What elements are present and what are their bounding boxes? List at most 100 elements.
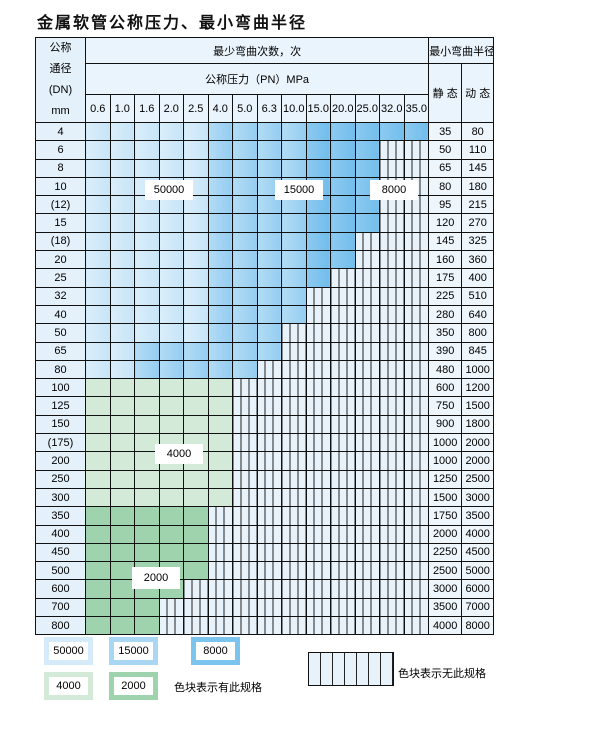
no-spec-cell [330,378,356,398]
dn-cell: 500 [35,561,86,581]
no-spec-cell [379,323,405,343]
no-spec-cell [256,378,282,398]
no-spec-cell [281,487,307,508]
table-row: 50 350 800 [35,323,495,343]
static-header: 静 态 [428,63,463,123]
spec-cell [281,268,307,288]
table-row: 6 50 110 [35,140,495,160]
spec-cell [109,579,135,599]
no-spec-cell [281,469,307,489]
static-radius-cell: 145 [428,231,463,252]
spec-cell [85,341,111,361]
no-spec-cell [281,433,307,453]
no-spec-cell [354,469,380,489]
spec-cell [305,213,331,233]
spec-cell [158,250,184,270]
dynamic-radius-cell: 2000 [461,451,495,471]
spec-cell [85,359,111,380]
no-spec-cell [281,579,307,599]
dynamic-radius-cell: 400 [461,268,495,288]
table-row: 250 1250 2500 [35,469,495,489]
spec-cell [207,121,233,142]
no-spec-cell [330,524,356,544]
no-spec-cell [232,542,258,563]
dn-cell: (12) [35,195,86,215]
no-spec-cell [403,213,430,233]
spec-cell [379,121,405,142]
no-spec-cell [403,140,430,160]
table-row: 32 225 510 [35,286,495,306]
pressure-col-header: 1.6 [134,94,160,123]
static-radius-cell: 175 [428,268,463,288]
no-spec-cell [330,304,356,325]
static-radius-cell: 1000 [428,433,463,453]
legend-no-spec-swatch [308,652,394,686]
no-spec-cell [232,396,258,416]
no-spec-cell [305,597,331,618]
spec-cell [85,542,111,563]
legend-has-spec: 色块表示有此规格 [174,682,262,694]
spec-cell [183,506,209,526]
spec-cell [256,195,282,215]
legend-no-spec: 色块表示无此规格 [398,668,486,680]
no-spec-cell [232,561,258,581]
no-spec-cell [281,597,307,618]
static-radius-cell: 95 [428,195,463,215]
spec-cell [109,286,135,306]
spec-cell [109,359,135,380]
pressure-col-header: 5.0 [232,94,258,123]
dn-header-line: 通径 [49,63,72,75]
dynamic-radius-cell: 640 [461,304,495,325]
spec-cell [134,158,160,178]
spec-cell [109,176,135,197]
dn-header-line: (DN) [48,84,73,96]
no-spec-cell [354,250,380,270]
spec-cell [109,469,135,489]
pressure-col-header: 15.0 [305,94,331,123]
no-spec-cell [330,469,356,489]
no-spec-cell [256,561,282,581]
spec-cell [330,195,356,215]
no-spec-cell [305,359,331,380]
no-spec-cell [305,396,331,416]
no-spec-cell [403,286,430,306]
spec-cell [207,341,233,361]
spec-cell [232,121,258,142]
dn-cell: 4 [35,121,86,142]
legend-4000: 4000 [44,672,93,700]
spec-cell [183,158,209,178]
spec-cell [183,250,209,270]
spec-cell [134,597,160,618]
pressure-col-header: 2.5 [183,94,209,123]
spec-cell [85,487,111,508]
spec-cell [134,433,160,453]
static-radius-cell: 1750 [428,506,463,526]
table-row: 500 2500 5000 [35,561,495,581]
dynamic-radius-cell: 80 [461,121,495,142]
dynamic-radius-cell: 145 [461,158,495,178]
no-spec-cell [207,524,233,544]
spec-cell [85,561,111,581]
spec-cell [207,268,233,288]
spec-cell [158,542,184,563]
spec-cell [134,616,160,636]
spec-cell [256,304,282,325]
no-spec-cell [281,378,307,398]
no-spec-cell [379,487,405,508]
spec-cell [134,268,160,288]
no-spec-cell [207,616,233,636]
dn-cell: 800 [35,616,86,636]
no-spec-cell [354,341,380,361]
legend-15000: 15000 [109,637,158,665]
no-spec-cell [403,158,430,178]
dynamic-radius-cell: 4000 [461,524,495,544]
no-spec-cell [354,616,380,636]
spec-cell [109,268,135,288]
static-radius-cell: 350 [428,323,463,343]
no-spec-cell [305,616,331,636]
spec-cell [183,396,209,416]
dn-cell: 350 [35,506,86,526]
no-spec-cell [354,359,380,380]
spec-cell [232,304,258,325]
spec-cell [183,140,209,160]
